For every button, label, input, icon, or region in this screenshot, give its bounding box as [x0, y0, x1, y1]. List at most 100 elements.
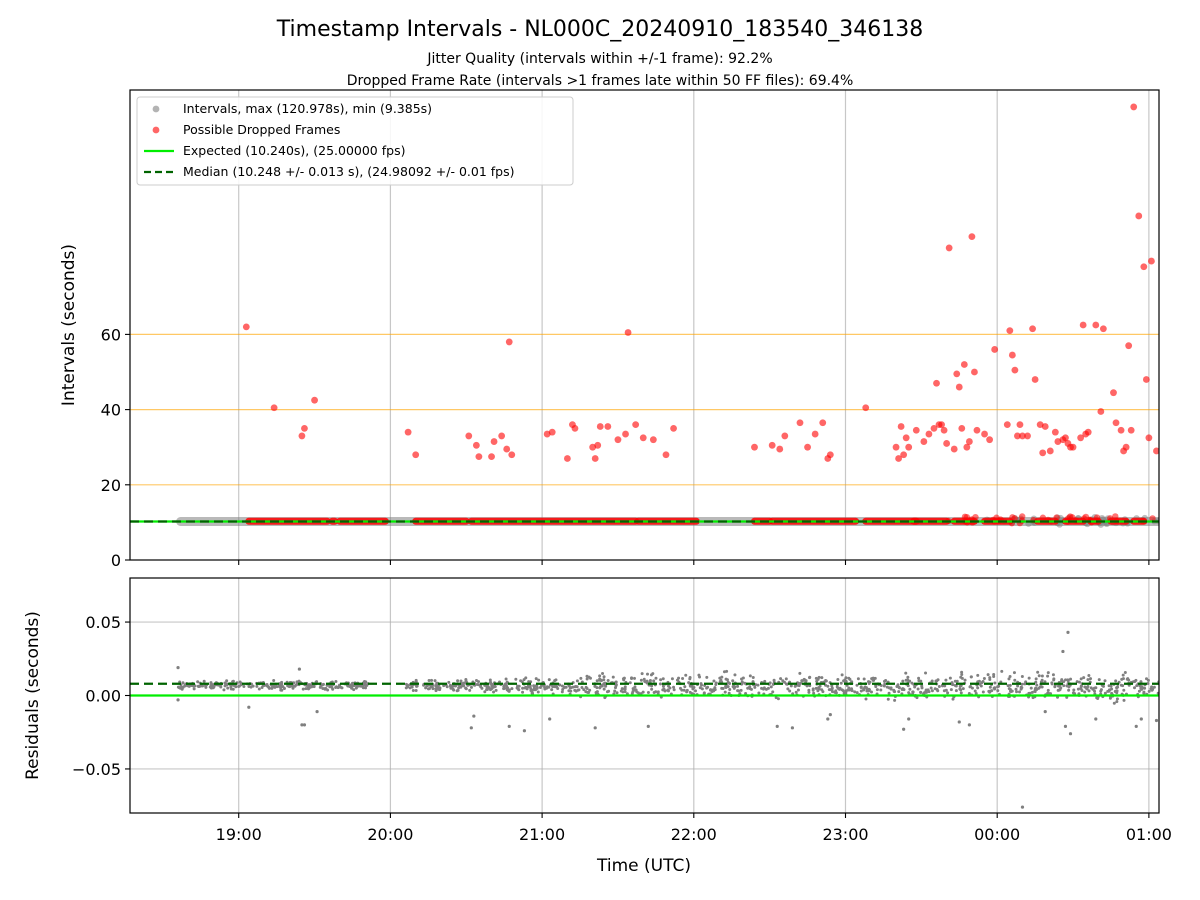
residual-point	[469, 685, 473, 689]
residual-point	[1120, 677, 1124, 681]
residual-point	[1099, 689, 1103, 693]
dropped-frame-point	[781, 432, 789, 440]
dropped-frame-point	[972, 513, 979, 521]
residual-point	[757, 691, 761, 695]
residual-point	[889, 687, 893, 691]
residual-point	[718, 676, 722, 680]
residual-point	[721, 687, 725, 691]
residual-point	[1087, 674, 1091, 678]
dropped-frame-point	[548, 428, 556, 436]
residual-point	[764, 687, 768, 691]
residual-point	[1150, 685, 1154, 689]
residual-point	[643, 679, 647, 683]
residual-point	[726, 685, 730, 689]
residual-point	[883, 682, 887, 686]
residual-point	[713, 686, 717, 690]
residual-point	[1007, 677, 1011, 681]
residual-point	[464, 678, 468, 682]
residual-point	[547, 678, 551, 682]
residual-point	[602, 678, 606, 682]
residual-point	[1087, 689, 1091, 693]
dropped-frame-point	[925, 430, 933, 438]
residual-point	[1034, 686, 1038, 690]
residual-point	[1122, 698, 1126, 702]
residual-point	[307, 686, 311, 690]
residual-point	[944, 678, 948, 682]
residual-point	[272, 679, 276, 683]
dropped-frame-point	[1062, 434, 1069, 442]
residual-point	[872, 678, 876, 682]
residual-point	[1012, 671, 1016, 675]
residual-point	[1125, 677, 1129, 681]
residual-point	[415, 684, 419, 688]
residual-point	[315, 680, 319, 684]
y-tick-label: 20	[101, 476, 121, 495]
residual-point	[728, 687, 732, 691]
residual-point	[532, 686, 536, 690]
residual-point	[435, 681, 439, 685]
residual-point	[580, 686, 584, 690]
dropped-frame-point	[1148, 257, 1155, 265]
residual-point	[275, 685, 279, 689]
residual-outlier-point	[315, 710, 319, 714]
residual-point	[1091, 687, 1095, 691]
residual-point	[1010, 689, 1014, 693]
residual-point	[936, 678, 940, 682]
residual-point	[774, 696, 778, 700]
residual-point	[737, 689, 741, 693]
residual-point	[793, 684, 797, 688]
residual-point	[505, 688, 509, 692]
dropped-frame-point	[1127, 426, 1135, 434]
residual-point	[708, 688, 712, 692]
residual-point	[988, 677, 992, 681]
residual-point	[598, 678, 602, 682]
residual-point	[537, 678, 541, 682]
residual-point	[794, 690, 798, 694]
residual-point	[550, 688, 554, 692]
residual-point	[875, 688, 879, 692]
residual-point	[605, 690, 609, 694]
dropped-frame-point	[940, 426, 948, 434]
dropped-frame-point	[472, 441, 480, 449]
residual-point	[1034, 677, 1038, 681]
residual-point	[606, 678, 610, 682]
residual-point	[640, 672, 644, 676]
dropped-frame-point	[1008, 351, 1016, 359]
residual-point	[1150, 688, 1154, 692]
residual-point	[425, 684, 429, 688]
residual-point	[768, 681, 772, 685]
residual-point	[247, 684, 251, 688]
residual-point	[753, 685, 757, 689]
residual-point	[602, 687, 606, 691]
x-tick-label: 00:00	[974, 825, 1020, 844]
legend-median-entry: Median (10.248 +/- 0.013 s), (24.98092 +…	[183, 164, 514, 179]
dropped-frame-point	[1135, 212, 1143, 220]
dropped-frame-point	[1130, 103, 1138, 111]
residual-outlier-point	[1094, 717, 1098, 721]
residual-point	[652, 679, 656, 683]
residual-point	[1051, 673, 1055, 677]
residual-point	[756, 683, 760, 687]
residual-point	[280, 688, 284, 692]
residual-point	[414, 689, 418, 693]
residual-point	[694, 689, 698, 693]
residual-point	[621, 690, 625, 694]
residual-point	[859, 689, 863, 693]
residual-point	[954, 684, 958, 688]
residual-point	[257, 687, 261, 691]
residual-point	[677, 676, 681, 680]
dropped-frame-point	[1122, 443, 1130, 451]
residual-point	[534, 677, 538, 681]
dropped-frame-point	[622, 430, 629, 438]
residual-point	[697, 673, 701, 677]
residual-point	[1097, 678, 1101, 682]
residual-point	[350, 686, 354, 690]
residual-point	[1020, 686, 1024, 690]
residual-point	[688, 675, 692, 679]
dropped-frame-point	[958, 425, 966, 432]
residual-point	[654, 690, 658, 694]
residual-point	[575, 679, 579, 683]
dropped-frame-point	[1069, 443, 1077, 451]
residual-point	[650, 687, 654, 691]
residual-point	[1079, 684, 1083, 688]
